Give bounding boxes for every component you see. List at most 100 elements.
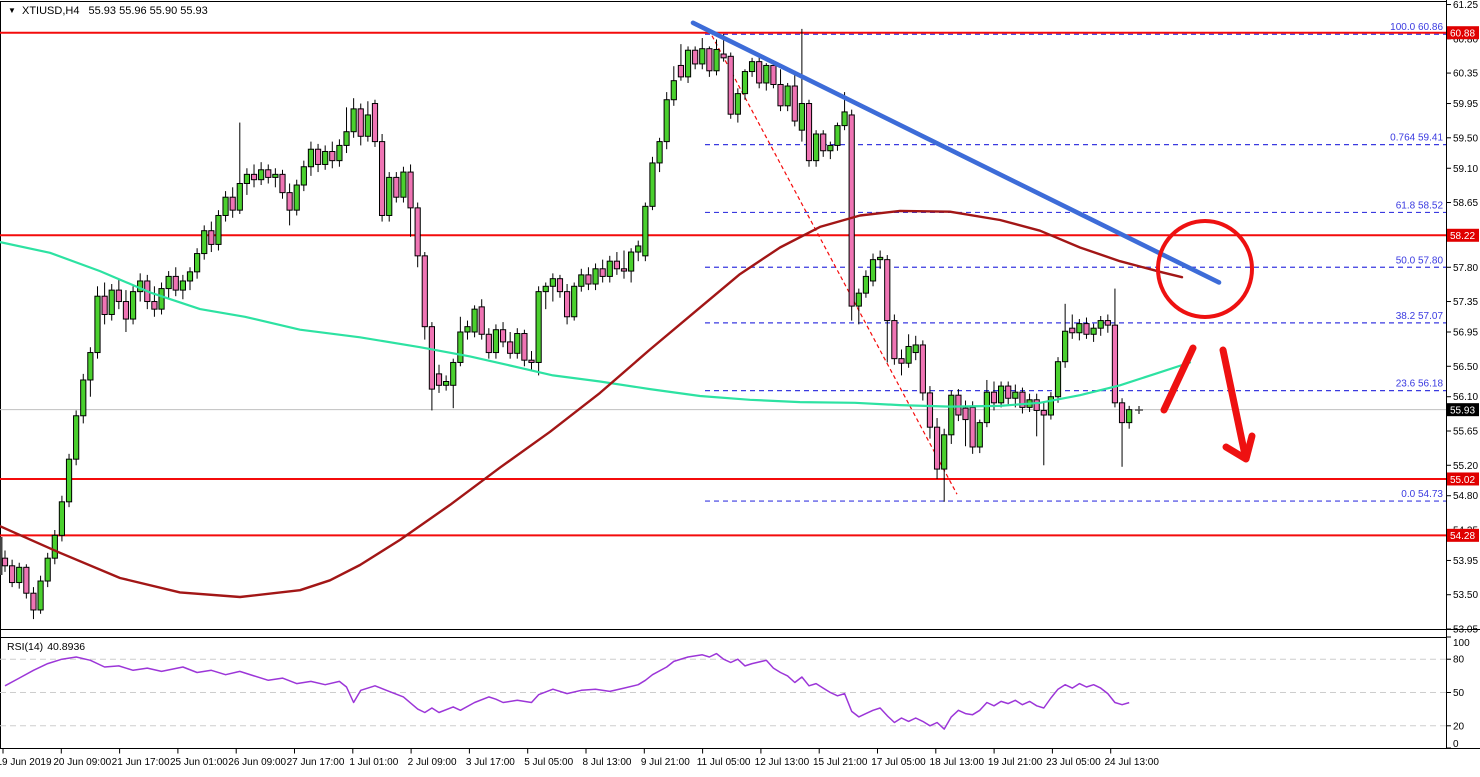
candle-body xyxy=(393,176,400,198)
candle-body xyxy=(777,83,784,107)
candle-body xyxy=(535,291,542,363)
candle-body xyxy=(563,291,571,318)
candle-body xyxy=(51,534,58,559)
candle-body xyxy=(528,359,535,363)
candle-body xyxy=(521,333,528,361)
candle-body xyxy=(322,151,329,165)
price-axis-tick-label: 60.80 xyxy=(1453,34,1478,45)
candle-body xyxy=(208,230,215,245)
trendline-descending[interactable] xyxy=(690,20,1222,285)
candle-body xyxy=(80,379,87,417)
annotation-circle[interactable] xyxy=(1156,219,1254,319)
current-price-badge xyxy=(1447,403,1479,417)
candle-body xyxy=(713,48,720,72)
candle-body xyxy=(606,260,613,277)
candle-body xyxy=(336,144,343,162)
date-label: 9 Jul 21:00 xyxy=(641,757,690,768)
price-badge-58.22-text: 58.22 xyxy=(1450,231,1475,242)
candle-body xyxy=(941,434,948,470)
fib-diagonal-line[interactable] xyxy=(711,35,958,495)
symbol-title: ▼ XTIUSD,H4 55.93 55.96 55.90 55.93 xyxy=(8,5,208,17)
candle-body xyxy=(919,344,926,394)
candle-body xyxy=(258,169,265,181)
candle-body xyxy=(58,501,66,536)
date-label: 19 Jun 2019 xyxy=(0,757,52,768)
candle-body xyxy=(94,295,101,354)
candle-body xyxy=(172,275,179,291)
candle-body xyxy=(9,565,16,584)
date-label: 27 Jun 17:00 xyxy=(287,757,345,768)
candle-body xyxy=(798,103,805,131)
candle-body xyxy=(677,64,685,78)
rsi-value: 40.8936 xyxy=(47,641,86,653)
candle-body xyxy=(933,426,941,470)
candle-body xyxy=(364,114,371,137)
price-axis-tick-label: 59.95 xyxy=(1453,99,1478,110)
price-badge-55.02 xyxy=(1447,472,1479,486)
candle-body xyxy=(165,275,172,290)
candle-body xyxy=(649,162,656,207)
candle-body xyxy=(1047,396,1055,416)
candle-body xyxy=(748,61,756,73)
candle-body xyxy=(286,192,293,211)
candle-body xyxy=(727,55,734,115)
candle-body xyxy=(435,373,443,386)
ma-slow-darkred xyxy=(0,209,1184,599)
rsi-axis-tick-label: 20 xyxy=(1453,721,1465,732)
date-label: 19 Jul 21:00 xyxy=(988,757,1043,768)
price-badge-54.28 xyxy=(1447,528,1479,542)
candle-body xyxy=(514,333,521,354)
candle-body xyxy=(243,173,251,184)
candle-body xyxy=(699,48,706,65)
candle-body xyxy=(129,291,137,320)
candle-body xyxy=(962,407,969,421)
price-badge-60.88 xyxy=(1447,26,1479,40)
candle-body xyxy=(507,341,514,354)
candle-body xyxy=(386,176,393,216)
candle-body xyxy=(1104,320,1111,326)
candle-body xyxy=(955,394,962,416)
candle-body xyxy=(265,169,272,178)
candle-body xyxy=(478,306,485,335)
candle-body xyxy=(884,259,891,322)
candle-body xyxy=(236,182,243,211)
candle-body xyxy=(343,131,350,146)
date-label: 2 Jul 09:00 xyxy=(408,757,457,768)
candle-body xyxy=(585,274,592,285)
price-axis-tick-label: 57.35 xyxy=(1453,297,1478,308)
annotation-arrow-head[interactable] xyxy=(1222,432,1256,463)
annotation-arrow-shaft[interactable] xyxy=(1219,346,1249,459)
candle-body xyxy=(834,125,841,146)
candle-body xyxy=(820,133,827,152)
candle-body xyxy=(1062,330,1069,363)
candle-body xyxy=(862,275,870,294)
candle-body xyxy=(307,148,315,168)
candle-body xyxy=(229,196,236,211)
candle-body xyxy=(215,214,222,245)
date-label: 12 Jul 13:00 xyxy=(755,757,810,768)
fib-level-label-50.0: 50.0 57.80 xyxy=(1396,255,1444,266)
fib-level-label-23.6: 23.6 56.18 xyxy=(1396,379,1444,390)
annotation-stroke-down[interactable] xyxy=(1160,344,1197,414)
candle-body xyxy=(1054,361,1062,398)
candle-body xyxy=(37,580,44,611)
candle-body xyxy=(350,108,357,133)
candle-body xyxy=(926,392,934,428)
price-axis-tick-label: 53.05 xyxy=(1453,625,1478,636)
date-label: 26 Jun 09:00 xyxy=(228,757,286,768)
candle-body xyxy=(976,422,983,448)
candle-body xyxy=(998,385,1005,404)
candle-body xyxy=(706,48,713,72)
candle-body xyxy=(1,557,9,567)
candle-body xyxy=(741,71,749,95)
price-axis-tick-label: 61.25 xyxy=(1453,0,1478,11)
date-label: 15 Jul 21:00 xyxy=(813,757,868,768)
candle-body xyxy=(407,171,414,209)
candle-body xyxy=(770,64,777,85)
fib-level-label-0.764: 0.764 59.41 xyxy=(1390,133,1443,144)
symbol-name: XTIUSD,H4 xyxy=(21,5,80,17)
candle-body xyxy=(329,151,336,162)
fib-level-label-38.2: 38.2 57.07 xyxy=(1396,311,1444,322)
candle-body xyxy=(905,345,912,364)
